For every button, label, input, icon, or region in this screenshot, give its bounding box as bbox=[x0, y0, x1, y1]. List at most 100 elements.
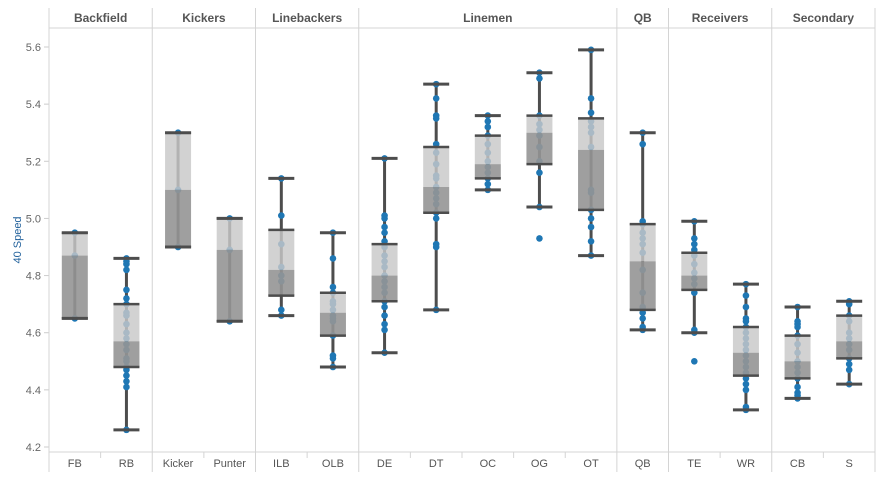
box-ot bbox=[578, 46, 605, 259]
data-point bbox=[742, 303, 750, 311]
data-point bbox=[639, 140, 646, 148]
group-header: Linemen bbox=[463, 11, 512, 25]
upper-box bbox=[371, 244, 398, 276]
group-header: Secondary bbox=[793, 11, 855, 25]
data-point bbox=[484, 117, 492, 125]
data-point bbox=[742, 317, 750, 325]
data-point bbox=[381, 326, 388, 334]
data-point bbox=[381, 223, 388, 231]
data-point bbox=[742, 386, 750, 394]
group-header: Backfield bbox=[74, 11, 127, 25]
group-header: Linebackers bbox=[272, 11, 342, 25]
lower-box bbox=[681, 275, 708, 290]
data-point bbox=[123, 383, 130, 391]
upper-box bbox=[784, 335, 811, 362]
box-te bbox=[681, 217, 708, 365]
category-label: WR bbox=[737, 458, 755, 470]
box-og bbox=[526, 69, 553, 242]
data-point bbox=[381, 303, 388, 311]
lower-box bbox=[836, 341, 863, 359]
y-tick-label: 4.8 bbox=[26, 271, 41, 283]
upper-box bbox=[268, 229, 295, 270]
y-axis-label: 40 Speed bbox=[12, 216, 24, 263]
upper-box bbox=[113, 304, 140, 342]
box-olb bbox=[319, 229, 346, 371]
lower-box bbox=[61, 255, 88, 319]
data-point bbox=[536, 235, 543, 242]
box-oc bbox=[474, 112, 501, 194]
box-dt bbox=[423, 80, 450, 314]
upper-box bbox=[578, 118, 605, 150]
upper-box bbox=[629, 224, 656, 262]
box-fb bbox=[61, 229, 88, 322]
data-point bbox=[123, 286, 130, 294]
data-point bbox=[484, 123, 492, 131]
data-point bbox=[329, 283, 337, 291]
data-point bbox=[845, 360, 853, 368]
data-point bbox=[587, 215, 595, 222]
lower-box bbox=[578, 149, 605, 210]
chart-frame: Backfield FB RB Kickers Kicker Punter Lineback… bbox=[48, 8, 876, 472]
category-label: ILB bbox=[273, 458, 290, 470]
category-label: OC bbox=[480, 458, 497, 470]
data-point bbox=[587, 95, 595, 102]
box-de bbox=[371, 155, 398, 357]
y-tick-label: 5.0 bbox=[26, 213, 41, 225]
y-axis: 4.2 4.4 4.6 4.8 5.0 5.2 5.4 5.6 bbox=[26, 42, 49, 454]
data-point bbox=[691, 235, 698, 242]
data-point bbox=[794, 383, 801, 391]
lower-box bbox=[113, 341, 140, 367]
category-label: CB bbox=[790, 458, 805, 470]
data-point bbox=[845, 366, 853, 374]
lower-box bbox=[371, 275, 398, 302]
category-label: QB bbox=[635, 458, 651, 470]
upper-box bbox=[474, 135, 501, 165]
category-label: S bbox=[846, 458, 853, 470]
group-header: QB bbox=[634, 11, 652, 25]
category-label: TE bbox=[687, 458, 701, 470]
box-s bbox=[836, 297, 863, 388]
box-cb bbox=[784, 303, 811, 402]
data-point bbox=[691, 240, 698, 248]
data-point bbox=[432, 115, 440, 122]
box-ilb bbox=[268, 175, 295, 319]
lower-box bbox=[526, 132, 553, 165]
box-rb bbox=[113, 255, 140, 434]
data-point bbox=[587, 109, 595, 117]
category-label: DT bbox=[429, 458, 444, 470]
data-point bbox=[432, 243, 440, 251]
data-point bbox=[329, 355, 337, 362]
y-tick-label: 5.2 bbox=[26, 156, 41, 168]
data-point bbox=[381, 229, 388, 237]
lower-box bbox=[474, 164, 501, 179]
upper-box bbox=[732, 327, 759, 353]
data-point bbox=[587, 223, 595, 231]
data-point bbox=[123, 260, 130, 268]
lower-box bbox=[732, 352, 759, 376]
data-point bbox=[639, 315, 646, 322]
data-point bbox=[381, 320, 388, 328]
data-point bbox=[794, 323, 801, 331]
lower-box bbox=[784, 361, 811, 379]
data-point bbox=[123, 266, 130, 274]
lower-box bbox=[629, 261, 656, 310]
y-tick-label: 4.4 bbox=[26, 385, 41, 397]
category-label: Kicker bbox=[163, 458, 194, 470]
upper-box bbox=[681, 252, 708, 276]
box-punter bbox=[216, 215, 243, 325]
plot-area bbox=[61, 46, 863, 434]
lower-box bbox=[268, 269, 295, 296]
data-point bbox=[432, 95, 440, 102]
data-point bbox=[123, 372, 130, 379]
group-header: Kickers bbox=[182, 11, 226, 25]
lower-box bbox=[423, 187, 450, 213]
upper-box bbox=[61, 232, 88, 256]
y-tick-label: 4.6 bbox=[26, 328, 41, 340]
category-label: DE bbox=[377, 458, 392, 470]
upper-box bbox=[165, 132, 192, 190]
data-point bbox=[381, 215, 388, 222]
category-label: OG bbox=[531, 458, 548, 470]
y-tick-label: 5.4 bbox=[26, 99, 41, 111]
data-point bbox=[432, 215, 440, 222]
lower-box bbox=[319, 312, 346, 336]
